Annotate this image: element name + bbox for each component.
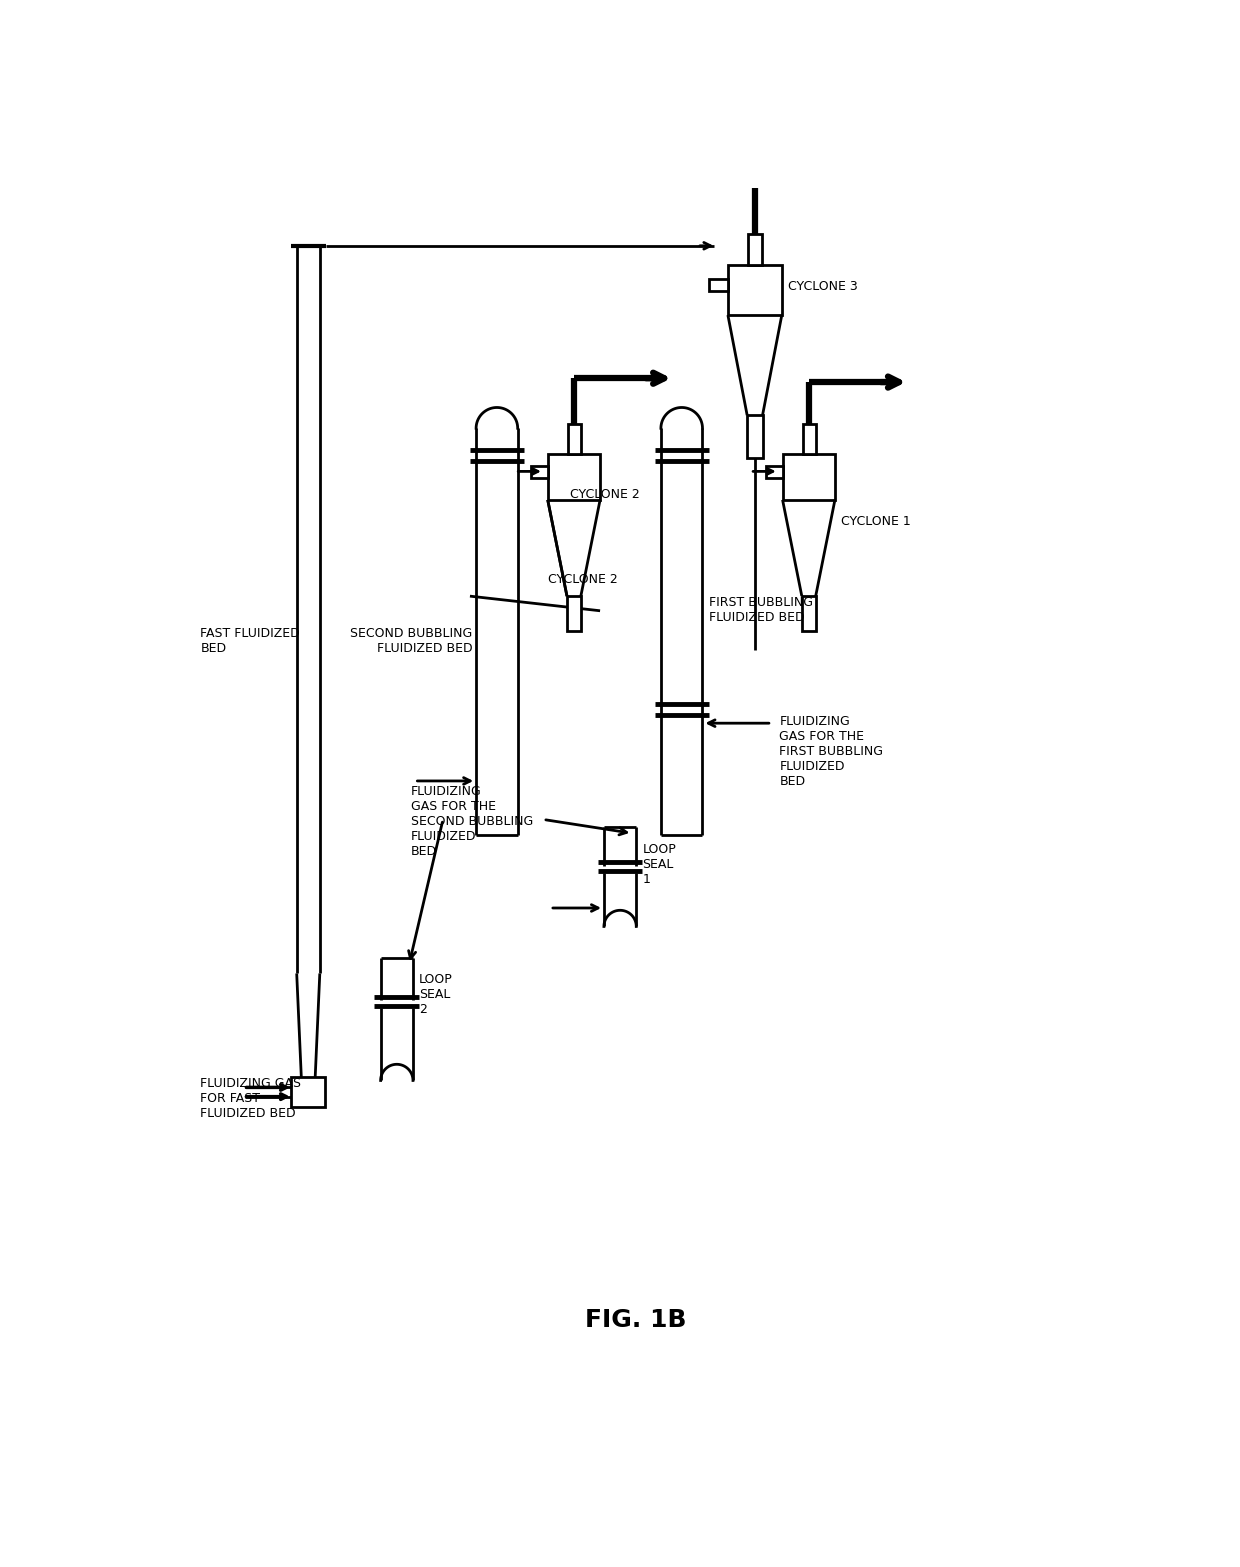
- Text: FLUIDIZING
GAS FOR THE
FIRST BUBBLING
FLUIDIZED
BED: FLUIDIZING GAS FOR THE FIRST BUBBLING FL…: [780, 716, 883, 788]
- Text: FAST FLUIDIZED
BED: FAST FLUIDIZED BED: [201, 627, 300, 655]
- Text: CYCLONE 2: CYCLONE 2: [570, 489, 640, 501]
- Bar: [567, 595, 580, 632]
- Text: LOOP
SEAL
2: LOOP SEAL 2: [419, 973, 453, 1017]
- Text: FIRST BUBBLING
FLUIDIZED BED: FIRST BUBBLING FLUIDIZED BED: [708, 595, 812, 624]
- Text: CYCLONE 2: CYCLONE 2: [548, 574, 618, 586]
- Bar: [802, 595, 816, 632]
- Text: LOOP
SEAL
1: LOOP SEAL 1: [642, 843, 676, 885]
- Bar: [782, 454, 835, 500]
- Bar: [568, 425, 580, 454]
- Text: CYCLONE 1: CYCLONE 1: [841, 516, 911, 528]
- Bar: [708, 279, 728, 291]
- Bar: [531, 465, 548, 478]
- Text: CYCLONE 3: CYCLONE 3: [787, 280, 858, 293]
- Text: FLUIDIZING GAS
FOR FAST
FLUIDIZED BED: FLUIDIZING GAS FOR FAST FLUIDIZED BED: [201, 1077, 301, 1119]
- Bar: [291, 1078, 325, 1106]
- Bar: [765, 465, 782, 478]
- Bar: [802, 425, 816, 454]
- Bar: [548, 454, 600, 500]
- Text: FIG. 1B: FIG. 1B: [585, 1308, 686, 1332]
- Text: FLUIDIZING
GAS FOR THE
SECOND BUBBLING
FLUIDIZED
BED: FLUIDIZING GAS FOR THE SECOND BUBBLING F…: [410, 785, 533, 857]
- Bar: [728, 265, 781, 315]
- Bar: [748, 233, 761, 265]
- Text: SECOND BUBBLING
FLUIDIZED BED: SECOND BUBBLING FLUIDIZED BED: [350, 627, 472, 655]
- Bar: [748, 415, 763, 458]
